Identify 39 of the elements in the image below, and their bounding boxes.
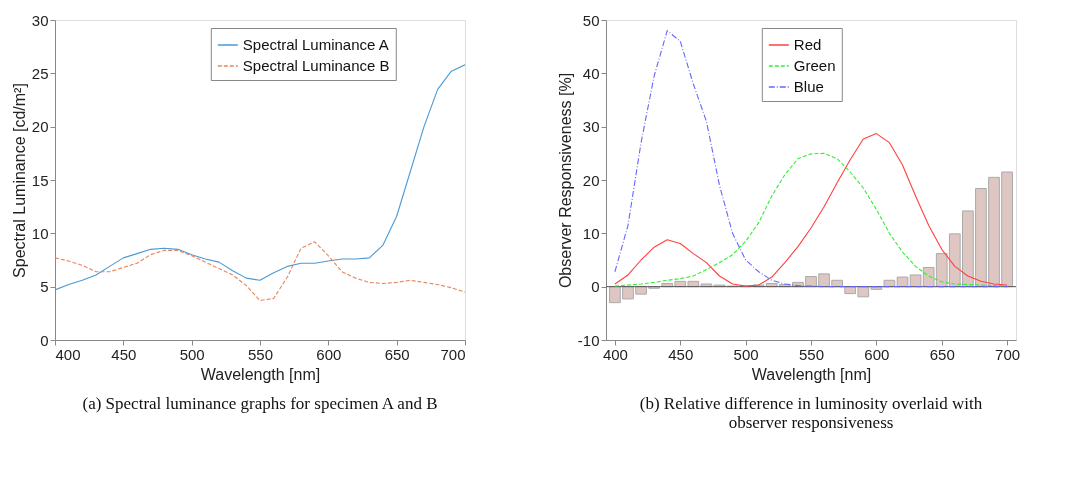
y-tick-label: 5 <box>40 278 49 296</box>
x-tick-label: 700 <box>995 345 1021 363</box>
y-tick-label: 20 <box>31 118 49 136</box>
x-tick-label: 600 <box>864 345 890 363</box>
y-tick-label: 15 <box>31 171 49 189</box>
x-tick-label: 400 <box>55 345 81 363</box>
y-tick-label: 30 <box>31 11 49 29</box>
y-tick-label: 25 <box>31 64 49 82</box>
x-tick-label: 550 <box>798 345 825 363</box>
x-tick-label: 500 <box>733 345 759 363</box>
x-tick-label: 650 <box>384 345 410 363</box>
y-tick-label: 10 <box>582 224 600 242</box>
x-tick-label: 500 <box>179 345 205 363</box>
y-tick-label: 40 <box>582 64 600 82</box>
x-tick-label: 450 <box>111 345 137 363</box>
y-tick-label: -10 <box>577 331 600 349</box>
legend-label: Blue <box>793 78 824 95</box>
legend-label: Green <box>793 57 836 74</box>
x-axis-title: Wavelength [nm] <box>200 365 321 383</box>
y-tick-label: 0 <box>40 331 49 349</box>
x-tick-label: 400 <box>602 345 628 363</box>
x-tick-label: 700 <box>440 345 466 363</box>
legend-label: Red <box>793 36 822 53</box>
y-tick-label: 30 <box>582 118 600 136</box>
x-axis-title: Wavelength [nm] <box>751 365 872 383</box>
y-tick-label: 50 <box>582 11 600 29</box>
x-tick-label: 450 <box>668 345 694 363</box>
y-axis-title: Observer Responsiveness [%] <box>556 72 574 289</box>
x-tick-label: 550 <box>247 345 274 363</box>
y-tick-label: 0 <box>591 278 600 296</box>
y-tick-label: 20 <box>582 171 600 189</box>
y-axis-title: Spectral Luminance [cd/m²] <box>10 83 28 278</box>
x-tick-label: 650 <box>929 345 955 363</box>
text: (a) Spectral luminance graphs for specimen A and B <box>82 394 438 413</box>
text: (b) Relative difference in luminosity overlaid with observer responsiveness <box>639 394 983 432</box>
legend-label: Spectral Luminance B <box>242 57 390 74</box>
legend-label: Spectral Luminance A <box>242 36 389 53</box>
x-tick-label: 600 <box>316 345 342 363</box>
y-tick-label: 10 <box>31 224 49 242</box>
